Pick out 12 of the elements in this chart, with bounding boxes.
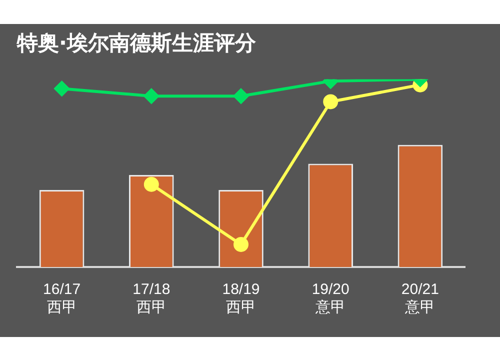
x-tick-label: 19/20 意甲	[312, 281, 350, 316]
point	[144, 88, 159, 104]
point	[234, 236, 248, 252]
x-tick-label: 20/21 意甲	[401, 281, 439, 316]
chart-title: 特奥·埃尔南德斯生涯评分	[16, 31, 257, 56]
point	[323, 94, 338, 110]
x-tick-label: 17/18 西甲	[132, 281, 170, 316]
x-tick-label: 18/19 西甲	[222, 281, 260, 316]
point	[144, 176, 159, 192]
x-tick-label: 16/17 西甲	[43, 281, 81, 316]
point	[234, 88, 248, 104]
point	[54, 81, 70, 96]
